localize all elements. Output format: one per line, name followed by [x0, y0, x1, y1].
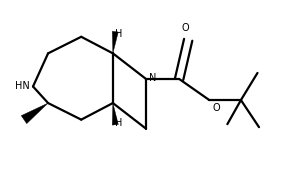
Text: O: O: [212, 103, 220, 113]
Text: N: N: [149, 73, 156, 83]
Polygon shape: [112, 103, 118, 125]
Text: O: O: [182, 23, 190, 33]
Text: H: H: [115, 118, 122, 128]
Text: H: H: [115, 29, 122, 39]
Polygon shape: [112, 31, 118, 53]
Polygon shape: [21, 103, 48, 124]
Text: HN: HN: [15, 81, 30, 92]
